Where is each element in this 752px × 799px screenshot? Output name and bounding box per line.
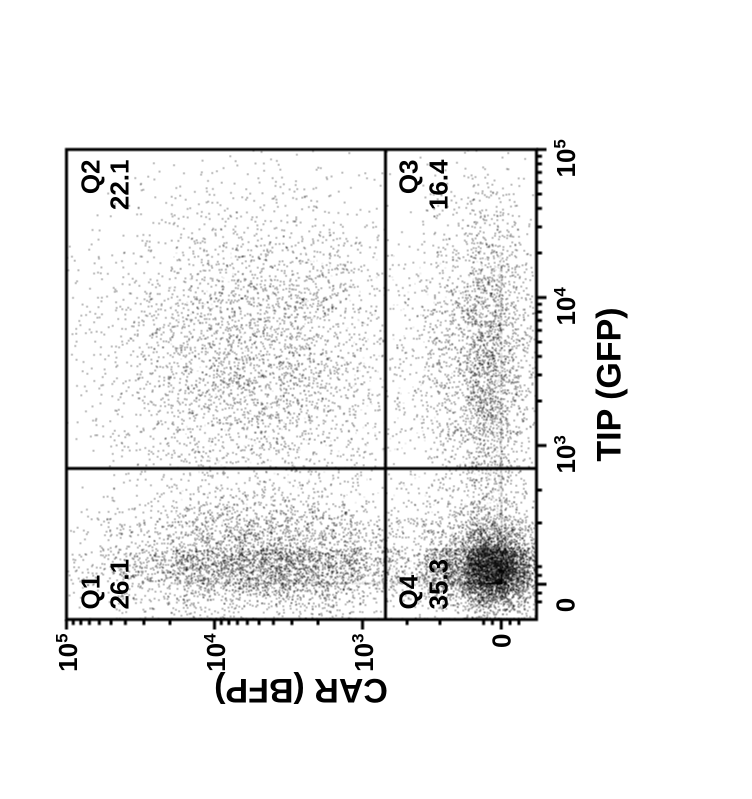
quadrant-name: Q1 [76,559,106,610]
quadrant-value: 16.4 [425,160,455,211]
quadrant-label-Q3: Q316.4 [395,160,455,211]
x-tick-10000: 104 [550,287,582,325]
x-axis-label: TIP (GFP) [590,275,629,495]
quadrant-value: 26.1 [106,559,136,610]
quadrant-name: Q3 [395,160,425,211]
y-tick-1000: 103 [348,634,380,672]
x-axis-label-text: TIP (GFP) [590,307,628,461]
quadrant-label-Q2: Q222.1 [76,160,136,211]
y-tick-0: 0 [487,634,518,648]
x-tick-100000: 105 [550,139,582,177]
y-axis-label: CAR (BFP) [191,670,411,709]
x-tick-0: 0 [550,598,581,612]
y-tick-100000: 105 [52,634,84,672]
quadrant-label-Q4: Q435.3 [395,559,455,610]
y-tick-10000: 104 [200,634,232,672]
quadrant-value: 22.1 [106,160,136,211]
quadrant-value: 35.3 [425,559,455,610]
x-tick-1000: 103 [550,435,582,473]
quadrant-name: Q4 [395,559,425,610]
quadrant-name: Q2 [76,160,106,211]
y-axis-label-text: CAR (BFP) [214,671,388,709]
quadrant-label-Q1: Q126.1 [76,559,136,610]
